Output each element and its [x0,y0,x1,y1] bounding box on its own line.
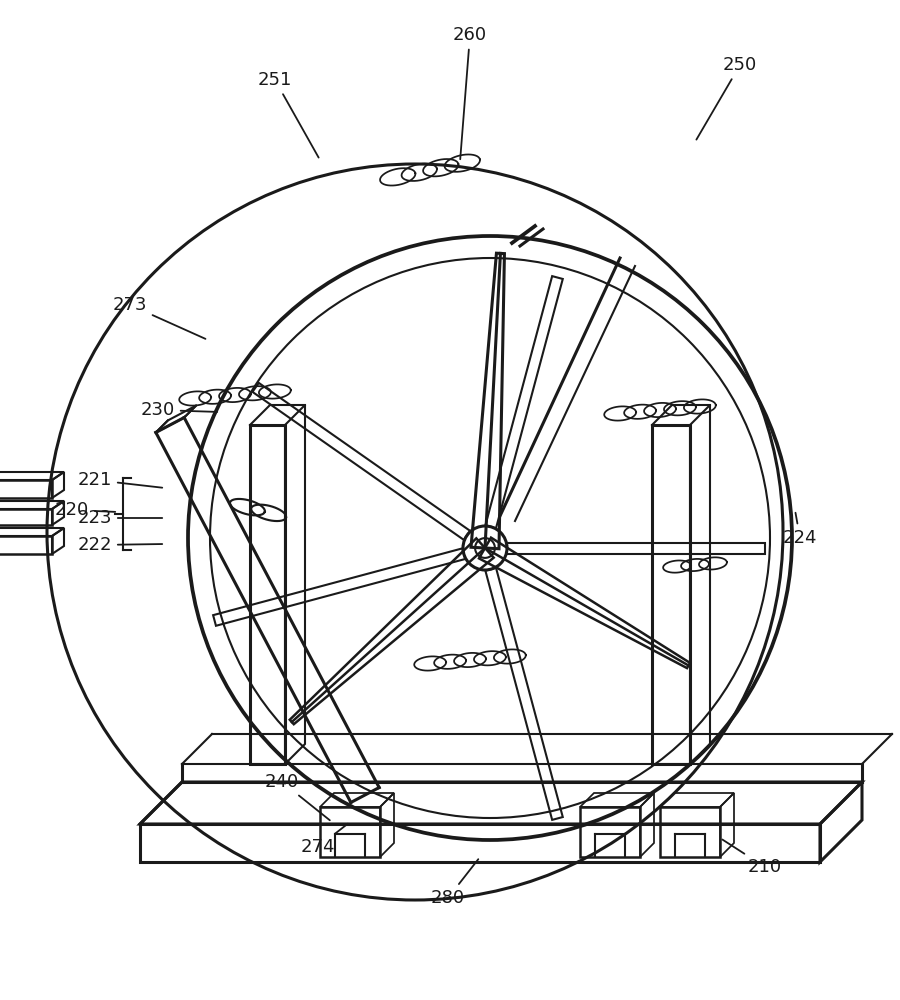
Text: 250: 250 [697,56,757,140]
Text: 260: 260 [453,26,487,159]
Text: 221: 221 [77,471,162,489]
Text: 274: 274 [301,824,347,856]
Text: 224: 224 [783,513,817,547]
Text: 273: 273 [112,296,205,339]
Text: 240: 240 [265,773,329,820]
Text: 222: 222 [77,536,162,554]
Text: 223: 223 [77,509,162,527]
Text: 210: 210 [723,840,782,876]
Text: 280: 280 [431,859,478,907]
Text: 251: 251 [257,71,319,158]
Text: 220: 220 [55,501,115,519]
Text: 230: 230 [141,401,217,419]
